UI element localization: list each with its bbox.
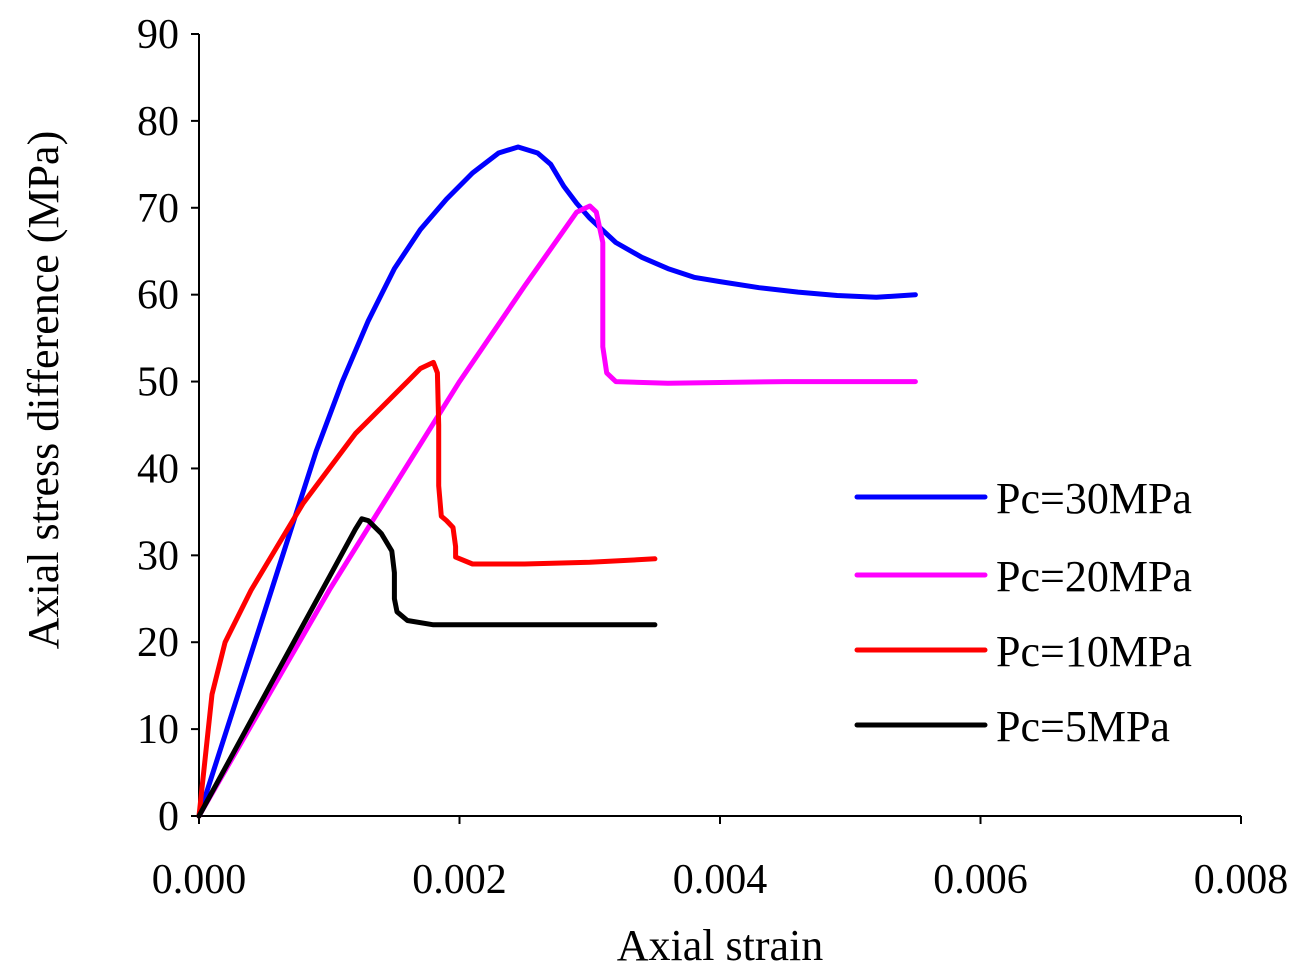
x-tick-label: 0.004 bbox=[673, 857, 768, 903]
legend-label: Pc=20MPa bbox=[996, 552, 1192, 601]
legend-label: Pc=30MPa bbox=[996, 474, 1192, 523]
y-tick-label: 80 bbox=[137, 99, 179, 145]
y-tick-label: 30 bbox=[137, 533, 179, 579]
x-tick-label: 0.006 bbox=[933, 857, 1028, 903]
y-tick-label: 90 bbox=[137, 12, 179, 58]
y-tick-label: 60 bbox=[137, 273, 179, 319]
legend-label: Pc=5MPa bbox=[996, 702, 1170, 751]
legend: Pc=30MPa Pc=20MPa Pc=10MPa Pc=5MPa bbox=[854, 474, 1192, 751]
axes: 0 10 20 30 40 50 60 70 80 90 0.000 0.002 0.004 0.006 0… bbox=[19, 12, 1288, 970]
series-group bbox=[196, 144, 918, 819]
y-tick-label: 70 bbox=[137, 186, 179, 232]
legend-label: Pc=10MPa bbox=[996, 627, 1192, 676]
x-tick-label: 0.000 bbox=[152, 857, 247, 903]
series-line-pc-10mpa bbox=[196, 359, 658, 819]
series-line-pc-5mpa bbox=[196, 516, 658, 819]
y-axis-title: Axial stress difference (MPa) bbox=[19, 131, 68, 649]
y-tick-label: 40 bbox=[137, 446, 179, 492]
y-tick-label: 10 bbox=[137, 707, 179, 753]
x-tick-label: 0.008 bbox=[1194, 857, 1289, 903]
x-axis-title: Axial strain bbox=[617, 921, 824, 970]
x-tick-label: 0.002 bbox=[412, 857, 507, 903]
y-tick-label: 20 bbox=[137, 620, 179, 666]
y-tick-label: 0 bbox=[158, 794, 179, 840]
series-line-pc-30mpa bbox=[196, 144, 918, 819]
series-line-pc-20mpa bbox=[196, 203, 918, 819]
y-tick-label: 50 bbox=[137, 360, 179, 406]
